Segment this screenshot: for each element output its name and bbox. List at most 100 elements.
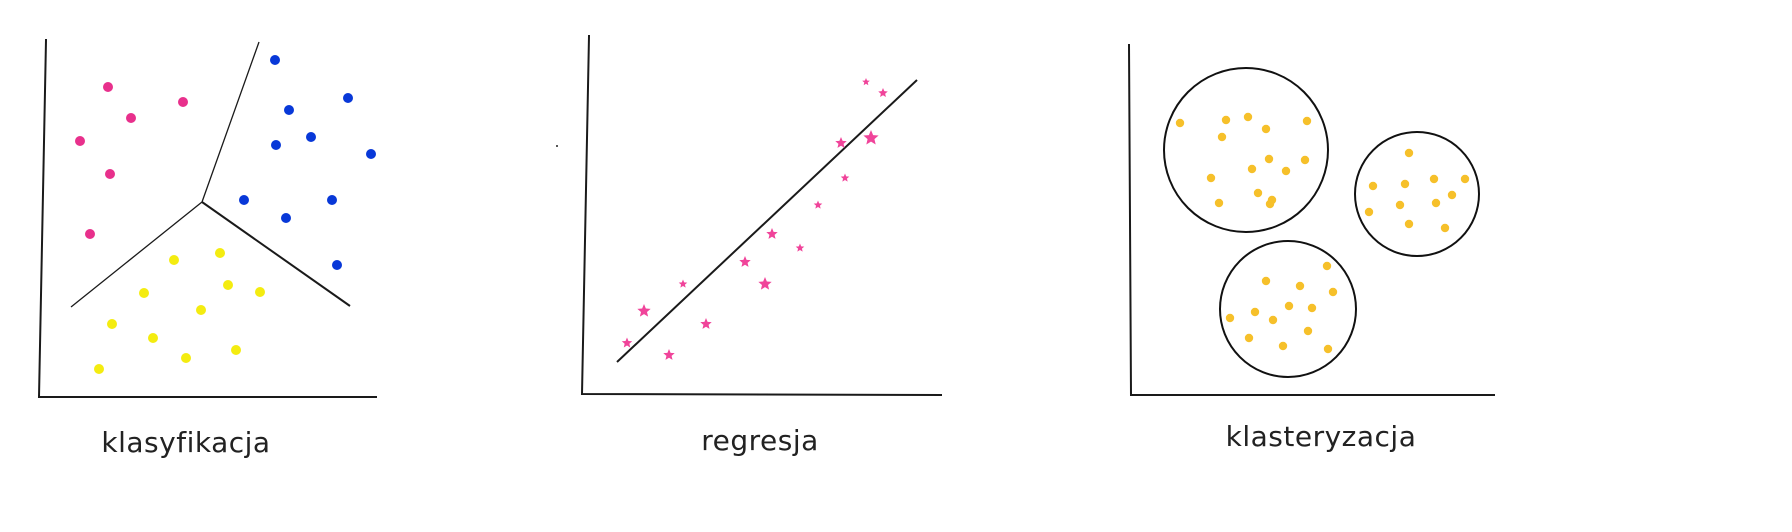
classification-caption: klasyfikacja: [101, 426, 270, 459]
cluster-1-point: [1243, 112, 1253, 122]
cluster-1-point: [1302, 116, 1312, 126]
cluster-outline-3: [1219, 240, 1357, 378]
class-3-point: [94, 364, 104, 374]
cluster-3-point: [1323, 344, 1333, 354]
regression-star: [795, 243, 805, 252]
regression-star: [863, 130, 879, 145]
cluster-3-point: [1295, 281, 1305, 291]
cluster-2-point: [1440, 223, 1450, 233]
class-3-point: [148, 333, 158, 343]
classification-panel: klasyfikacja: [37, 38, 377, 459]
class-2-point: [343, 93, 353, 103]
cluster-3-point: [1268, 315, 1278, 325]
class-2-point: [327, 195, 337, 205]
cluster-2-point: [1447, 190, 1457, 200]
cluster-1-point: [1261, 124, 1271, 134]
stray-dot: [556, 145, 558, 147]
class-2-point: [281, 213, 291, 223]
class-boundary-right: [201, 201, 351, 307]
cluster-2-point: [1460, 174, 1470, 184]
cluster-1-point: [1253, 188, 1263, 198]
class-2-point: [271, 140, 281, 150]
class-3-point: [215, 248, 225, 258]
cluster-3-point: [1225, 313, 1235, 323]
class-2-point: [332, 260, 342, 270]
regression-points: [621, 78, 888, 360]
regression-caption: regresja: [701, 424, 819, 457]
class-1-point: [85, 229, 95, 239]
class-2-point: [366, 149, 376, 159]
class-1-point: [126, 113, 136, 123]
class-2-point: [239, 195, 249, 205]
cluster-3-point: [1307, 303, 1317, 313]
class-1-point: [178, 97, 188, 107]
class-2-point: [270, 55, 280, 65]
clustering-caption: klasteryzacja: [1226, 420, 1417, 453]
cluster-1-point: [1217, 132, 1227, 142]
cluster-2-point: [1431, 198, 1441, 208]
cluster-1-point: [1214, 198, 1224, 208]
cluster-2-point: [1395, 200, 1405, 210]
class-3-point: [255, 287, 265, 297]
class-1-point: [75, 136, 85, 146]
cluster-1-point: [1300, 155, 1310, 165]
cluster-1-point: [1221, 115, 1231, 125]
clustering-axes: [1127, 43, 1495, 396]
cluster-3-point: [1284, 301, 1294, 311]
cluster-3-point: [1244, 333, 1254, 343]
classification-points: [75, 55, 376, 374]
regression-star: [840, 173, 850, 182]
regression-star: [766, 228, 778, 239]
cluster-3-point: [1261, 276, 1271, 286]
cluster-3-point: [1328, 287, 1338, 297]
class-2-point: [306, 132, 316, 142]
clustering-panel: klasteryzacja: [1127, 43, 1495, 453]
cluster-3-point: [1278, 341, 1288, 351]
class-1-point: [105, 169, 115, 179]
regression-line: [616, 79, 918, 363]
cluster-1-point: [1175, 118, 1185, 128]
cluster-1-point: [1281, 166, 1291, 176]
class-3-point: [107, 319, 117, 329]
regression-star: [678, 279, 688, 288]
cluster-3-point: [1250, 307, 1260, 317]
class-3-point: [139, 288, 149, 298]
clustering-points: [1175, 112, 1470, 354]
regression-star: [637, 304, 651, 317]
cluster-outline-2: [1354, 131, 1480, 257]
class-2-point: [284, 105, 294, 115]
cluster-2-point: [1429, 174, 1439, 184]
regression-star: [878, 88, 888, 98]
cluster-1-point: [1247, 164, 1257, 174]
cluster-1-point: [1206, 173, 1216, 183]
class-1-point: [103, 82, 113, 92]
cluster-2-point: [1404, 219, 1414, 229]
regression-panel: regresja: [556, 34, 943, 457]
cluster-1-point: [1264, 154, 1274, 164]
class-3-point: [223, 280, 233, 290]
cluster-outline-1: [1163, 67, 1329, 233]
cluster-2-point: [1404, 148, 1414, 158]
cluster-1-point: [1265, 199, 1275, 209]
regression-star: [862, 78, 870, 86]
cluster-2-point: [1368, 181, 1378, 191]
cluster-2-point: [1400, 179, 1410, 189]
class-3-point: [196, 305, 206, 315]
classification-axes: [37, 38, 377, 398]
regression-star: [813, 200, 823, 209]
regression-star: [739, 256, 751, 267]
regression-axes: [580, 34, 943, 397]
regression-star: [700, 318, 712, 329]
cluster-3-point: [1322, 261, 1332, 271]
regression-star: [663, 349, 675, 360]
regression-star: [758, 277, 772, 290]
class-3-point: [231, 345, 241, 355]
class-3-point: [181, 353, 191, 363]
regression-star: [621, 337, 633, 348]
class-3-point: [169, 255, 179, 265]
class-boundary-left: [70, 201, 203, 308]
class-boundary-upper: [201, 41, 260, 203]
cluster-2-point: [1364, 207, 1374, 217]
cluster-3-point: [1303, 326, 1313, 336]
